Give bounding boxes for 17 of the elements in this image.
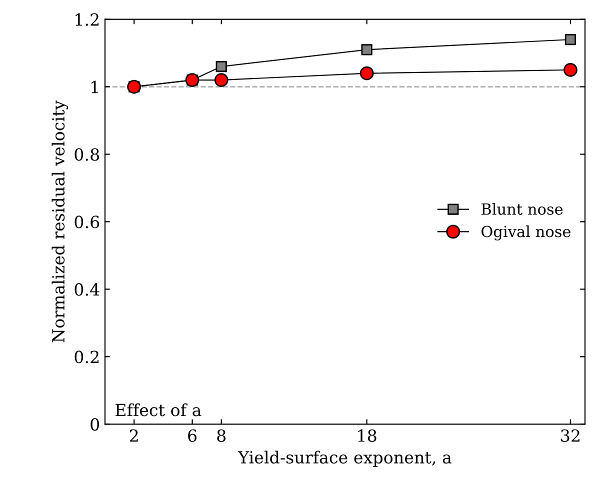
y-tick-label: 0: [90, 418, 100, 431]
x-tick-label: 18: [358, 429, 376, 442]
y-tick-label: 0.8: [74, 148, 100, 161]
x-axis-title: Yield-surface exponent, a: [238, 450, 452, 467]
y-tick-label: 1: [92, 80, 98, 94]
annotation: Effect of a: [116, 403, 202, 416]
y-tick-label: 1.2: [76, 13, 99, 26]
x-tick-label: 32: [561, 429, 580, 442]
x-tick-label: 8: [217, 429, 226, 442]
legend-label: Ogival nose: [482, 225, 570, 240]
y-tick-label: 0.2: [74, 350, 99, 364]
y-tick-label: 0.6: [74, 216, 100, 228]
x-tick-label: 6: [188, 429, 197, 442]
x-tick-label: 2: [130, 429, 138, 442]
y-tick-label: 0.4: [74, 283, 100, 296]
y-axis-title: Normalized residual velocity: [52, 100, 68, 342]
legend-label: Blunt nose: [482, 203, 563, 215]
